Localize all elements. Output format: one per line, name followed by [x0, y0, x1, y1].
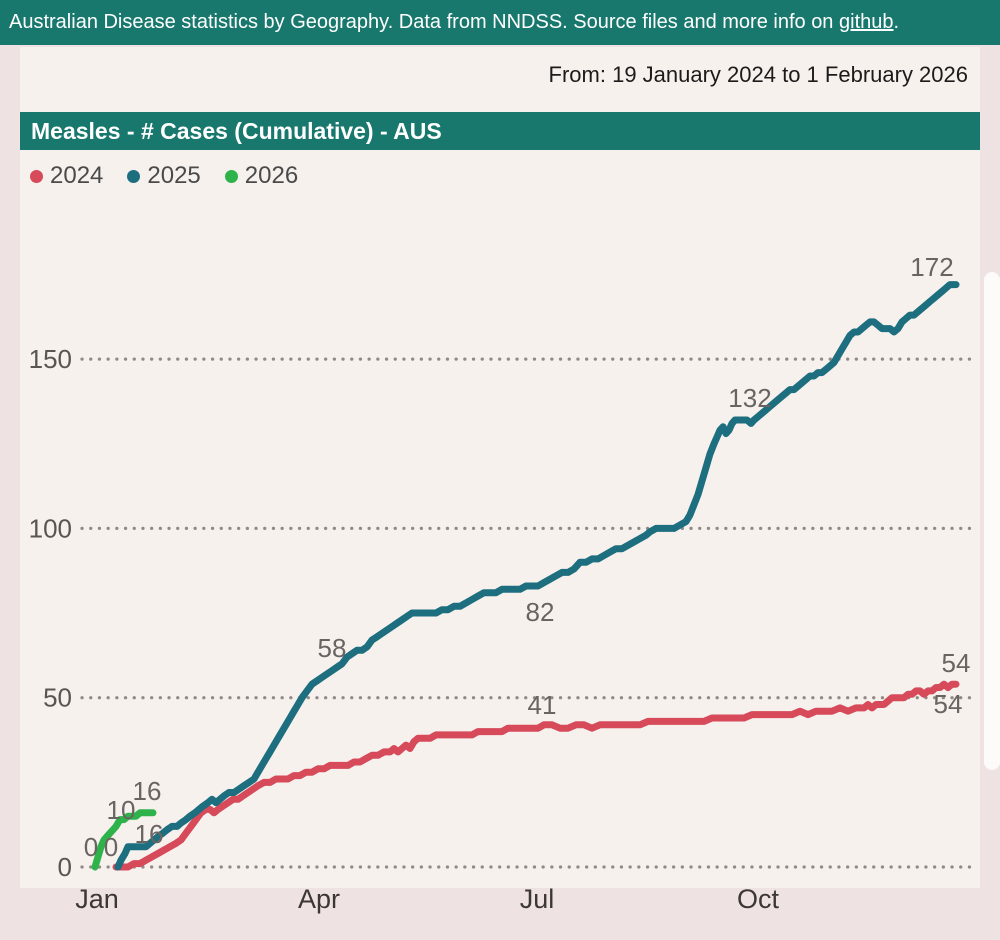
point-label-2025-172-8: 172 — [910, 252, 953, 282]
legend-label-2026: 2026 — [244, 162, 299, 189]
point-label-2026-16-3: 16 — [133, 776, 162, 806]
scrollbar[interactable] — [984, 272, 1000, 770]
point-label-2025-0-1: 0 — [104, 832, 118, 862]
x-tick-Jul: Jul — [520, 884, 555, 914]
y-tick-100: 100 — [29, 513, 72, 543]
point-label-2026-10-2: 10 — [107, 795, 136, 825]
legend-item-2024[interactable]: 2024 — [30, 162, 103, 190]
point-label-2025-58-5: 58 — [318, 633, 347, 663]
measles-line-chart[interactable]: 0 50 100 150 Jan Apr Jul Oct 0 0 10 16 16 58 82 132 172 4… — [20, 190, 980, 935]
point-label-2025-132-7: 132 — [728, 383, 771, 413]
point-label-2026-0-0: 0 — [84, 832, 98, 862]
point-label-2024-54-11: 54 — [934, 689, 963, 719]
chart-card: From: 19 January 2024 to 1 February 2026… — [20, 47, 980, 914]
y-tick-0: 0 — [58, 852, 72, 882]
series-line-2024[interactable] — [112, 680, 960, 871]
github-link[interactable]: github — [839, 11, 894, 33]
legend-dot-2025-icon — [127, 169, 141, 183]
series-line-2026[interactable] — [91, 809, 157, 871]
chart-title-bar: Measles - # Cases (Cumulative) - AUS — [20, 112, 980, 150]
legend-item-2026[interactable]: 2026 — [224, 162, 299, 190]
x-tick-Jan: Jan — [75, 884, 119, 914]
legend-label-2024: 2024 — [50, 162, 104, 189]
y-tick-50: 50 — [43, 683, 72, 713]
legend-dot-2026-icon — [224, 169, 238, 183]
point-label-2025-82-6: 82 — [526, 597, 555, 627]
app-header: Australian Disease statistics by Geograp… — [0, 0, 1000, 45]
x-tick-Apr: Apr — [298, 884, 340, 914]
series-line-2025[interactable] — [114, 281, 960, 871]
chart-title: Measles - # Cases (Cumulative) - AUS — [31, 118, 442, 144]
legend: 2024 2025 2026 — [30, 162, 298, 190]
y-tick-150: 150 — [29, 344, 72, 374]
header-text-suffix: . — [893, 11, 900, 33]
legend-label-2025: 2025 — [147, 162, 201, 189]
legend-dot-2024-icon — [30, 169, 43, 183]
point-label-2025-16-4: 16 — [135, 819, 164, 849]
point-label-2024-41-9: 41 — [528, 690, 557, 720]
point-label-2024-54-10: 54 — [942, 648, 971, 678]
date-range-label: From: 19 January 2024 to 1 February 2026 — [548, 62, 968, 87]
x-tick-Oct: Oct — [737, 884, 780, 914]
legend-item-2025[interactable]: 2025 — [127, 162, 201, 190]
header-text: Australian Disease statistics by Geograp… — [9, 11, 839, 33]
